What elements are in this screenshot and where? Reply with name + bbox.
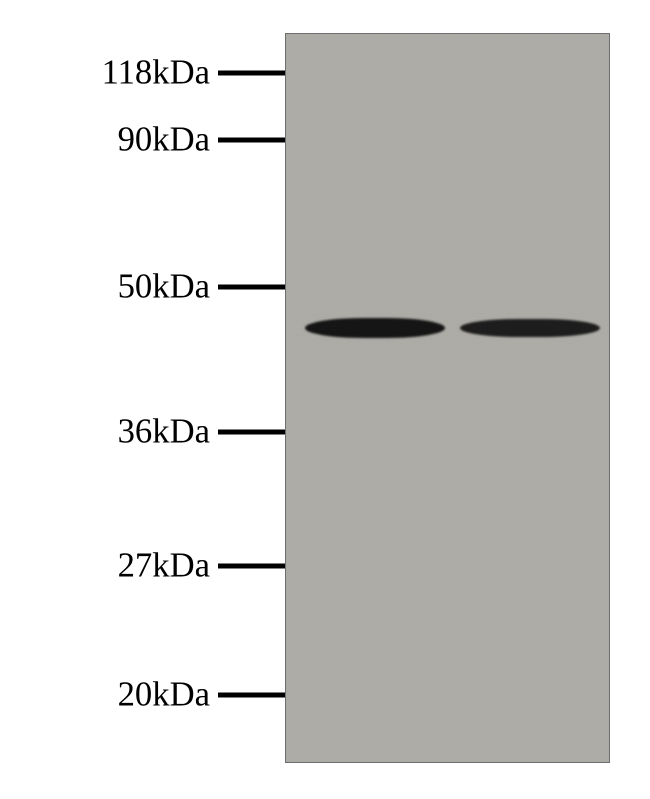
mw-label-3: 36kDa [0,413,210,452]
mw-tick-2 [218,285,285,290]
band-lane2-0 [460,319,600,337]
band-lane1-0 [305,318,445,338]
mw-label-0: 118kDa [0,54,210,93]
mw-label-1: 90kDa [0,121,210,160]
mw-label-4: 27kDa [0,547,210,586]
mw-tick-3 [218,430,285,435]
lane-2 [460,33,600,763]
mw-tick-0 [218,71,285,76]
mw-tick-4 [218,564,285,569]
mw-label-2: 50kDa [0,268,210,307]
mw-tick-5 [218,693,285,698]
mw-tick-1 [218,138,285,143]
mw-label-5: 20kDa [0,676,210,715]
lane-1 [305,33,445,763]
